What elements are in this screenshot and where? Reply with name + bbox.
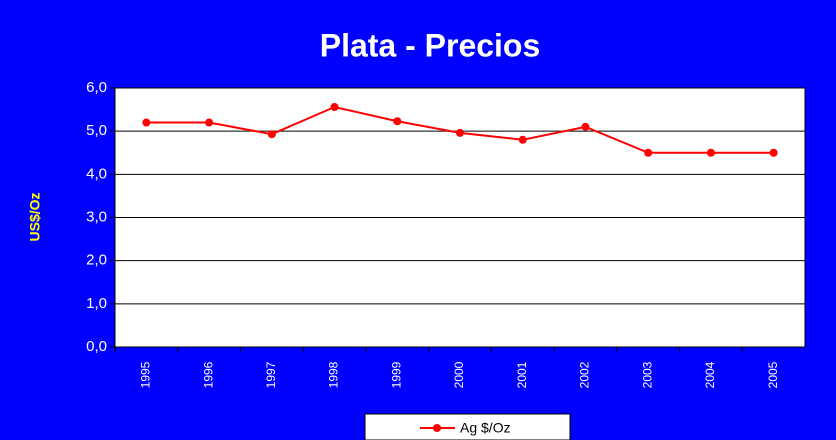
marker: [581, 122, 590, 131]
marker: [330, 102, 339, 111]
marker: [706, 148, 715, 157]
x-tick-label: 1997: [264, 361, 278, 388]
y-tick-label: 0,0: [86, 338, 107, 355]
x-tick-label: 1996: [201, 361, 215, 388]
x-tick-label: 2003: [640, 361, 654, 388]
marker: [393, 117, 402, 126]
y-tick-label: 1,0: [86, 295, 107, 312]
marker: [205, 118, 214, 127]
marker: [456, 128, 464, 137]
x-tick-label: 2005: [766, 361, 780, 388]
marker: [518, 135, 527, 144]
chart-title: Plata - Precios: [320, 27, 541, 63]
y-tick-label: 5,0: [86, 122, 107, 139]
legend-marker: [433, 424, 441, 432]
y-axis-label: US$/Oz: [27, 192, 43, 241]
marker: [769, 148, 778, 157]
x-tick-label: 1998: [327, 361, 341, 388]
x-tick-label: 2001: [515, 361, 529, 388]
x-tick-label: 2004: [703, 361, 717, 388]
x-tick-label: 2002: [578, 361, 592, 388]
y-tick-label: 2,0: [86, 252, 107, 269]
marker: [142, 118, 151, 127]
legend-box: [364, 413, 571, 440]
x-tick-label: 1999: [389, 361, 403, 388]
y-tick-label: 4,0: [86, 165, 107, 182]
x-tick-label: 2000: [452, 361, 466, 388]
x-tick-label: 1995: [139, 361, 153, 388]
legend-label: Ag $/Oz: [460, 420, 511, 436]
y-tick-label: 3,0: [86, 208, 107, 225]
marker: [267, 130, 276, 139]
y-tick-label: 6,0: [86, 79, 107, 96]
marker: [644, 148, 653, 157]
